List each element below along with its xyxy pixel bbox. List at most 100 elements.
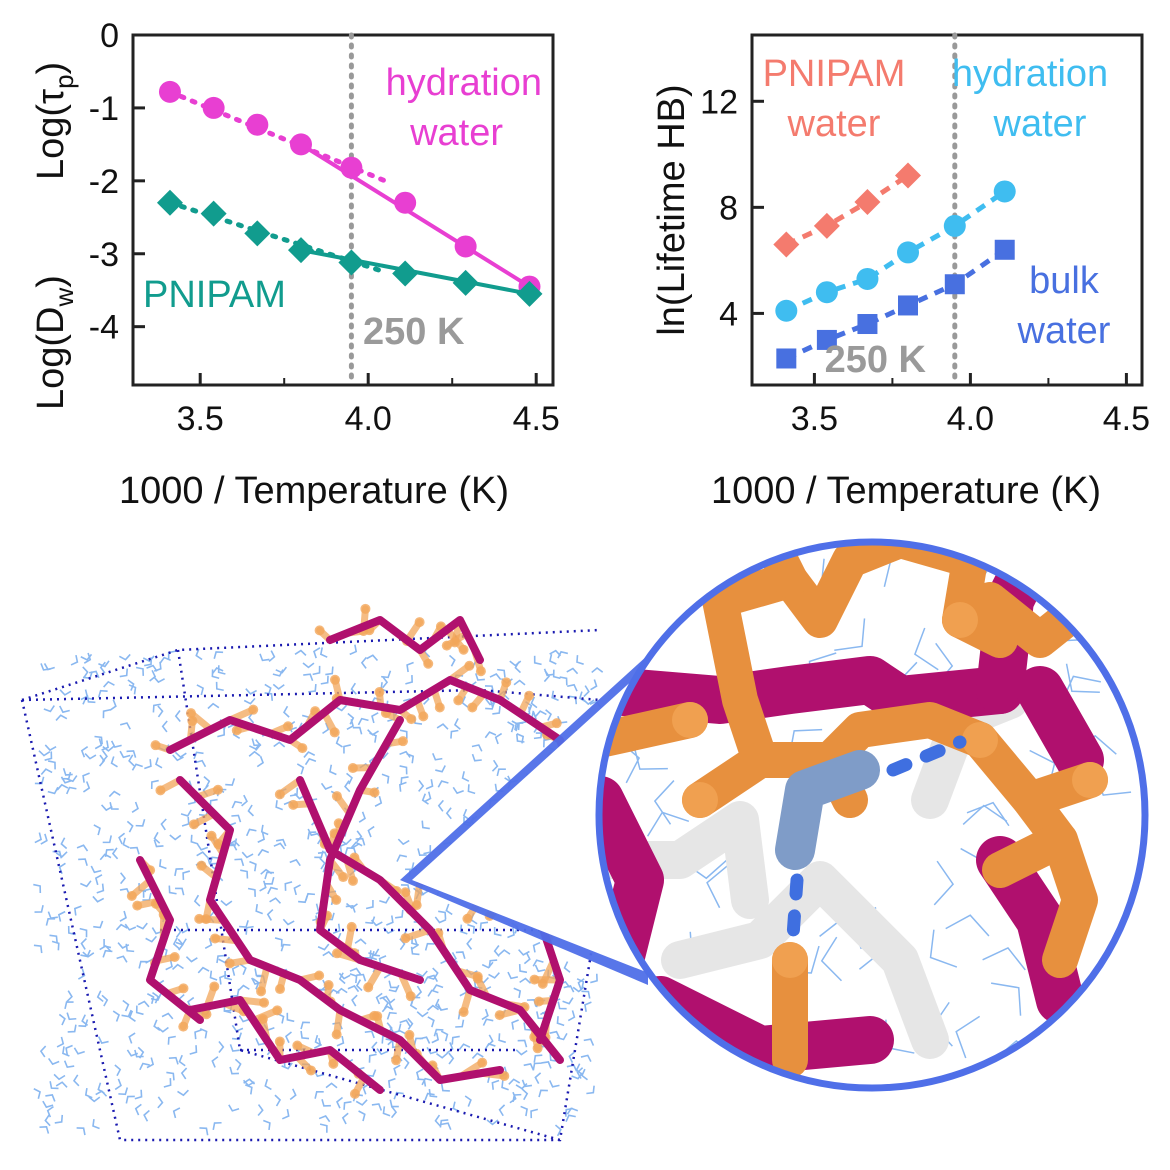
zoom-thin-water (820, 936, 843, 982)
water-molecule (346, 719, 355, 731)
water-molecule (169, 834, 182, 841)
water-molecule (549, 1030, 561, 1039)
water-molecule (317, 851, 329, 860)
water-molecule (274, 937, 283, 947)
water-molecule (45, 1094, 56, 1102)
water-molecule (66, 1012, 77, 1021)
sidechain-atom (297, 743, 308, 754)
water-molecule (545, 709, 552, 721)
sidechain-atom (551, 718, 562, 729)
water-molecule (247, 804, 255, 817)
water-molecule (434, 1114, 441, 1127)
water-molecule (427, 989, 439, 997)
right-series-2-point-5 (994, 239, 1015, 260)
backbone-chain (166, 676, 584, 804)
water-molecule (264, 871, 275, 880)
sidechain-atom (259, 997, 270, 1008)
water-molecule (336, 1035, 345, 1047)
sidechain-atom (532, 1043, 543, 1054)
water-molecule (349, 644, 358, 656)
sidechain-atom (201, 1009, 212, 1020)
water-molecule (431, 984, 444, 992)
water-molecule (82, 772, 90, 783)
left-series-1-point-7 (516, 280, 543, 307)
water-molecule (94, 735, 103, 745)
zoom-thin-water (1065, 663, 1100, 694)
water-molecule (82, 951, 95, 958)
water-molecule (448, 1052, 455, 1065)
right-series-1 (775, 180, 1016, 322)
water-molecule (300, 1030, 310, 1040)
sidechain-atom (274, 1036, 285, 1047)
left-series-1-label: PNIPAM (143, 274, 286, 316)
water-molecule (79, 880, 92, 888)
water-molecule (481, 1008, 489, 1021)
water-molecule (231, 800, 243, 809)
water-molecule (533, 655, 542, 666)
zoom-thin-water (933, 860, 955, 906)
sidechain-atom (458, 1006, 469, 1017)
water-molecule (126, 750, 137, 758)
water-molecule (241, 851, 254, 859)
sidechain-atom (257, 1013, 268, 1024)
left-y-axis-label-top: Log(τp) (30, 62, 79, 180)
backbone-chain (316, 716, 424, 984)
water-molecule (485, 702, 496, 710)
sidechain-atom (338, 872, 349, 883)
sidechain-atom (363, 982, 374, 993)
water-molecule (33, 1088, 41, 1099)
right-ytick-label-1: 8 (719, 189, 738, 227)
water-molecule (294, 649, 307, 656)
sidechain-atom (397, 736, 408, 747)
water-molecule (567, 1010, 576, 1022)
water-molecule (239, 963, 247, 975)
water-molecule (47, 911, 58, 920)
water-molecule (131, 801, 139, 814)
water-molecule (339, 842, 348, 854)
water-molecule (523, 1063, 535, 1071)
water-molecule (153, 676, 165, 684)
right-series-2-point-3 (898, 295, 918, 316)
sidechain-atom (185, 708, 196, 719)
water-molecule (590, 973, 598, 984)
water-molecule (581, 990, 591, 999)
water-molecule (102, 949, 113, 958)
sidechain-atom (314, 625, 325, 636)
water-molecule (318, 1115, 331, 1123)
sidechain-atom (453, 695, 464, 706)
water-molecule (177, 1089, 189, 1097)
zoom-thin-water (990, 982, 1022, 1016)
water-molecule (484, 731, 497, 739)
sidechain-atom (212, 784, 223, 795)
water-molecule (406, 661, 414, 673)
water-molecule (393, 1064, 401, 1076)
water-molecule (152, 703, 161, 713)
water-molecule (174, 867, 184, 877)
water-molecule (335, 704, 348, 712)
left-series (156, 80, 543, 307)
water-molecule (322, 950, 335, 958)
water-molecule (557, 1001, 567, 1010)
water-molecule (269, 897, 282, 904)
water-molecule (534, 1072, 542, 1085)
water-molecule (234, 1058, 242, 1071)
water-molecule (576, 655, 584, 665)
water-molecule (112, 1010, 120, 1022)
water-molecule (513, 987, 522, 998)
water-molecule (428, 1088, 438, 1098)
water-molecule (427, 974, 439, 982)
sidechain-atom (196, 860, 207, 871)
water-molecule (416, 1011, 429, 1018)
water-molecule (98, 660, 110, 668)
zoom-thin-water (706, 864, 730, 909)
water-molecule (474, 673, 485, 681)
right-x-axis-label: 1000 / Temperature (K) (711, 470, 1101, 512)
water-molecule (128, 1010, 136, 1022)
water-molecule (172, 937, 180, 950)
water-molecule (437, 1003, 448, 1012)
water-molecule (421, 1077, 433, 1086)
water-molecule (114, 1078, 122, 1091)
water-molecule (78, 858, 88, 866)
water-molecule (382, 1106, 391, 1117)
water-molecule (583, 685, 590, 698)
